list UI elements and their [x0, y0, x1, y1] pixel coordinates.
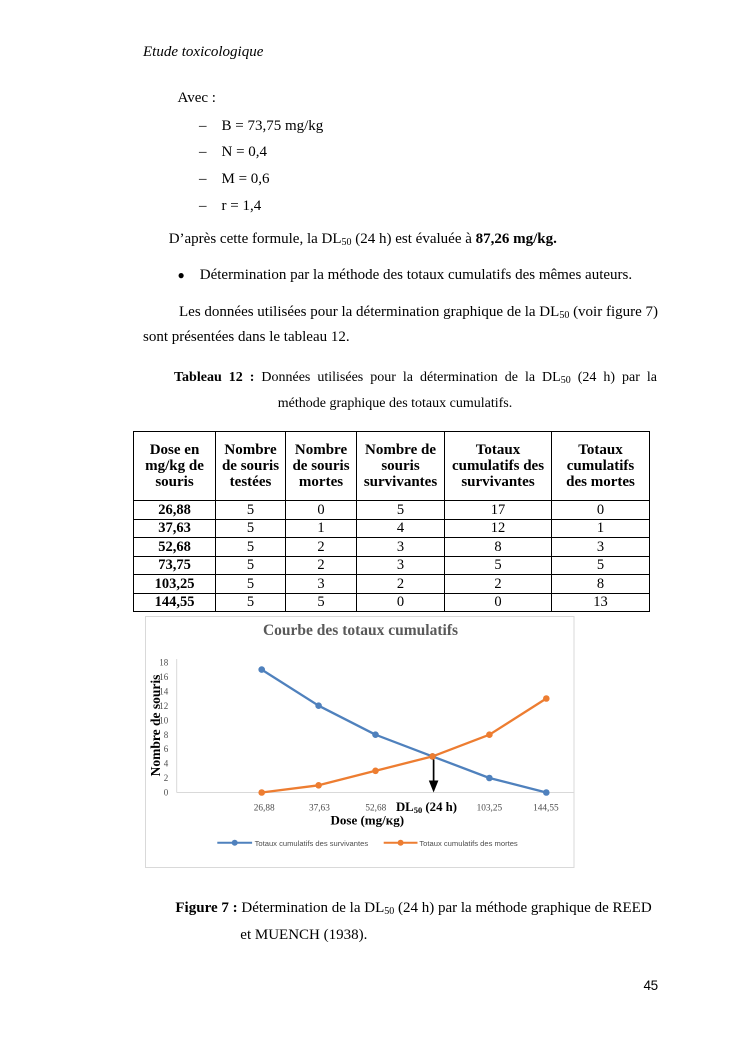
svg-text:10: 10: [159, 715, 169, 725]
svg-text:Totaux cumulatifs des mortes: Totaux cumulatifs des mortes: [419, 839, 518, 848]
svg-text:8: 8: [164, 730, 169, 740]
svg-text:16: 16: [159, 672, 169, 682]
svg-text:26,88: 26,88: [254, 803, 275, 813]
svg-text:0: 0: [164, 788, 169, 798]
svg-text:144,55: 144,55: [533, 803, 559, 813]
svg-text:Nombre de souris: Nombre de souris: [148, 675, 163, 777]
svg-text:37,63: 37,63: [309, 803, 330, 813]
svg-text:2: 2: [164, 773, 169, 783]
svg-text:12: 12: [159, 701, 168, 711]
svg-text:18: 18: [159, 658, 169, 668]
svg-text:4: 4: [164, 759, 169, 769]
svg-text:103,25: 103,25: [477, 803, 503, 813]
svg-text:52,68: 52,68: [365, 803, 386, 813]
svg-text:Dose (mg/кg): Dose (mg/кg): [331, 812, 405, 827]
svg-text:6: 6: [164, 744, 169, 754]
svg-text:Totaux cumulatifs des survivan: Totaux cumulatifs des survivantes: [255, 839, 369, 848]
svg-text:Courbe des totaux cumulatifs: Courbe des totaux cumulatifs: [263, 622, 458, 639]
svg-text:14: 14: [159, 686, 169, 696]
svg-text:DL50 (24 h): DL50 (24 h): [396, 800, 457, 815]
